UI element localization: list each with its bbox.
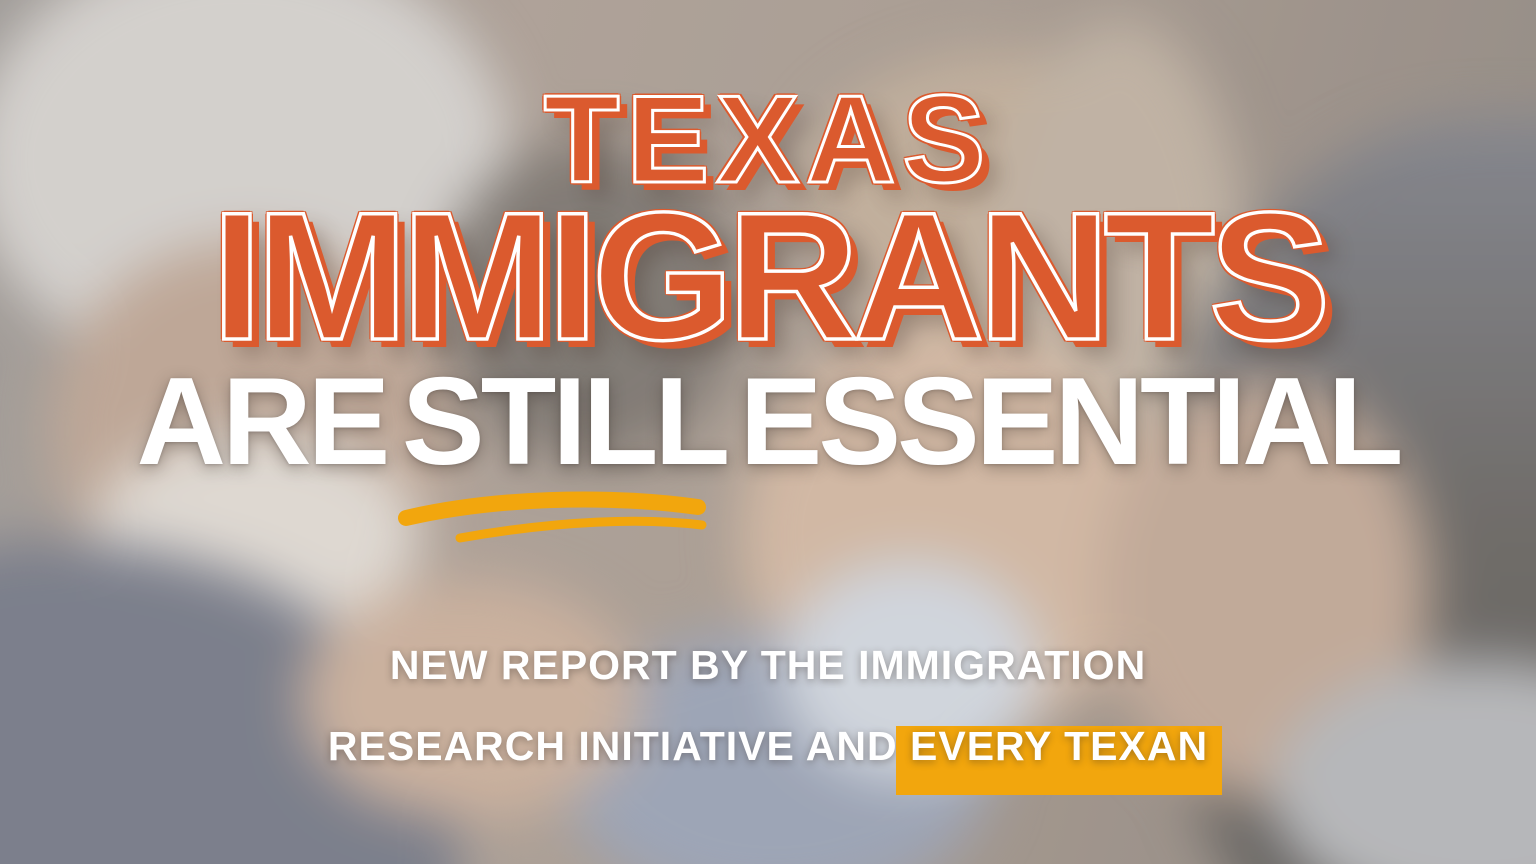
double-swoosh-underline-icon [398, 491, 707, 543]
highlight-every-texan: EVERY TEXAN [910, 723, 1209, 769]
subtitle-line2: RESEARCH INITIATIVE AND EVERY TEXAN [0, 726, 1536, 767]
photo-hand [300, 580, 640, 820]
headline-line3: ARE STILL ESSENTIAL [136, 353, 1404, 491]
headline-line2: IMMIGRANTS [210, 174, 1332, 378]
photo-parent-head [440, 140, 740, 460]
subtitle-line2-prefix: RESEARCH INITIATIVE AND [327, 723, 898, 769]
subtitle-line1: NEW REPORT BY THE IMMIGRATION [389, 642, 1147, 688]
headline-line1: TEXAS [542, 71, 993, 209]
